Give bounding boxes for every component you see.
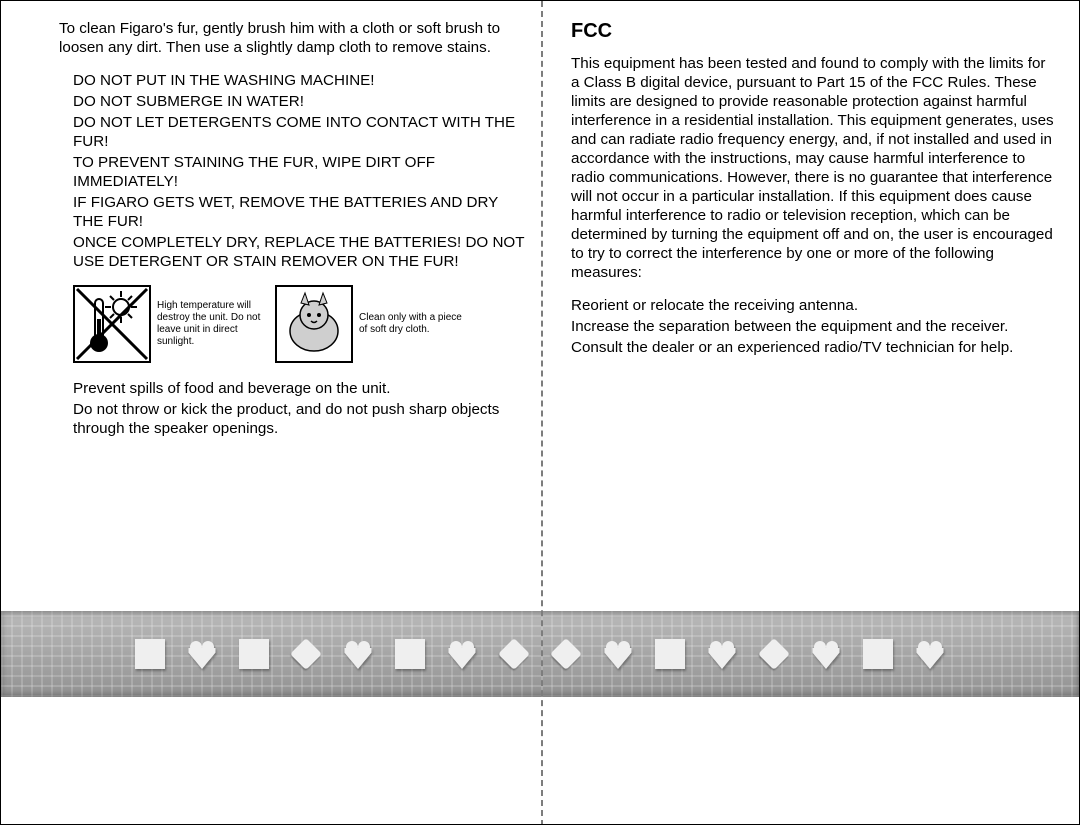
cat-cloth-icon xyxy=(275,285,353,363)
page-fold-line xyxy=(541,1,543,825)
fcc-measure-line: Reorient or relocate the receiving anten… xyxy=(571,296,1056,315)
band-clover-icon xyxy=(863,639,893,669)
care-panels: High temperature will destroy the unit. … xyxy=(73,285,529,363)
cleaning-intro: To clean Figaro's fur, gently brush him … xyxy=(59,19,529,57)
warning-line: DO NOT LET DETERGENTS COME INTO CONTACT … xyxy=(73,113,529,151)
band-heart-icon xyxy=(707,639,737,669)
warning-line: ONCE COMPLETELY DRY, REPLACE THE BATTERI… xyxy=(73,233,529,271)
band-heart-icon xyxy=(187,639,217,669)
no-heat-panel: High temperature will destroy the unit. … xyxy=(73,285,265,363)
band-heart-icon xyxy=(343,639,373,669)
band-clover-icon xyxy=(239,639,269,669)
warning-line: IF FIGARO GETS WET, REMOVE THE BATTERIES… xyxy=(73,193,529,231)
band-heart-icon xyxy=(447,639,477,669)
bottom-note-line: Prevent spills of food and beverage on t… xyxy=(73,379,529,398)
warning-line: DO NOT SUBMERGE IN WATER! xyxy=(73,92,529,111)
fcc-measure-line: Consult the dealer or an experienced rad… xyxy=(571,338,1056,357)
manual-spread: To clean Figaro's fur, gently brush him … xyxy=(0,0,1080,825)
no-heat-text: High temperature will destroy the unit. … xyxy=(157,300,265,348)
bottom-note-line: Do not throw or kick the product, and do… xyxy=(73,400,529,438)
warning-list: DO NOT PUT IN THE WASHING MACHINE! DO NO… xyxy=(73,71,529,271)
warning-line: TO PREVENT STAINING THE FUR, WIPE DIRT O… xyxy=(73,153,529,191)
right-page: FCC This equipment has been tested and f… xyxy=(571,19,1056,359)
fcc-body: This equipment has been tested and found… xyxy=(571,54,1056,282)
band-heart-icon xyxy=(603,639,633,669)
band-clover-icon xyxy=(135,639,165,669)
soft-cloth-panel: Clean only with a piece of soft dry clot… xyxy=(275,285,467,363)
fcc-measure-line: Increase the separation between the equi… xyxy=(571,317,1056,336)
band-diamond-icon xyxy=(550,638,582,670)
thermometer-sun-icon xyxy=(73,285,151,363)
band-diamond-icon xyxy=(758,638,790,670)
band-heart-icon xyxy=(915,639,945,669)
soft-cloth-text: Clean only with a piece of soft dry clot… xyxy=(359,312,467,336)
band-clover-icon xyxy=(655,639,685,669)
left-page: To clean Figaro's fur, gently brush him … xyxy=(59,19,529,440)
band-diamond-icon xyxy=(290,638,322,670)
band-clover-icon xyxy=(395,639,425,669)
band-heart-icon xyxy=(811,639,841,669)
bottom-notes: Prevent spills of food and beverage on t… xyxy=(73,379,529,438)
decorative-band xyxy=(1,611,1079,697)
fcc-measures: Reorient or relocate the receiving anten… xyxy=(571,296,1056,357)
band-diamond-icon xyxy=(498,638,530,670)
fcc-heading: FCC xyxy=(571,19,1056,44)
warning-line: DO NOT PUT IN THE WASHING MACHINE! xyxy=(73,71,529,90)
